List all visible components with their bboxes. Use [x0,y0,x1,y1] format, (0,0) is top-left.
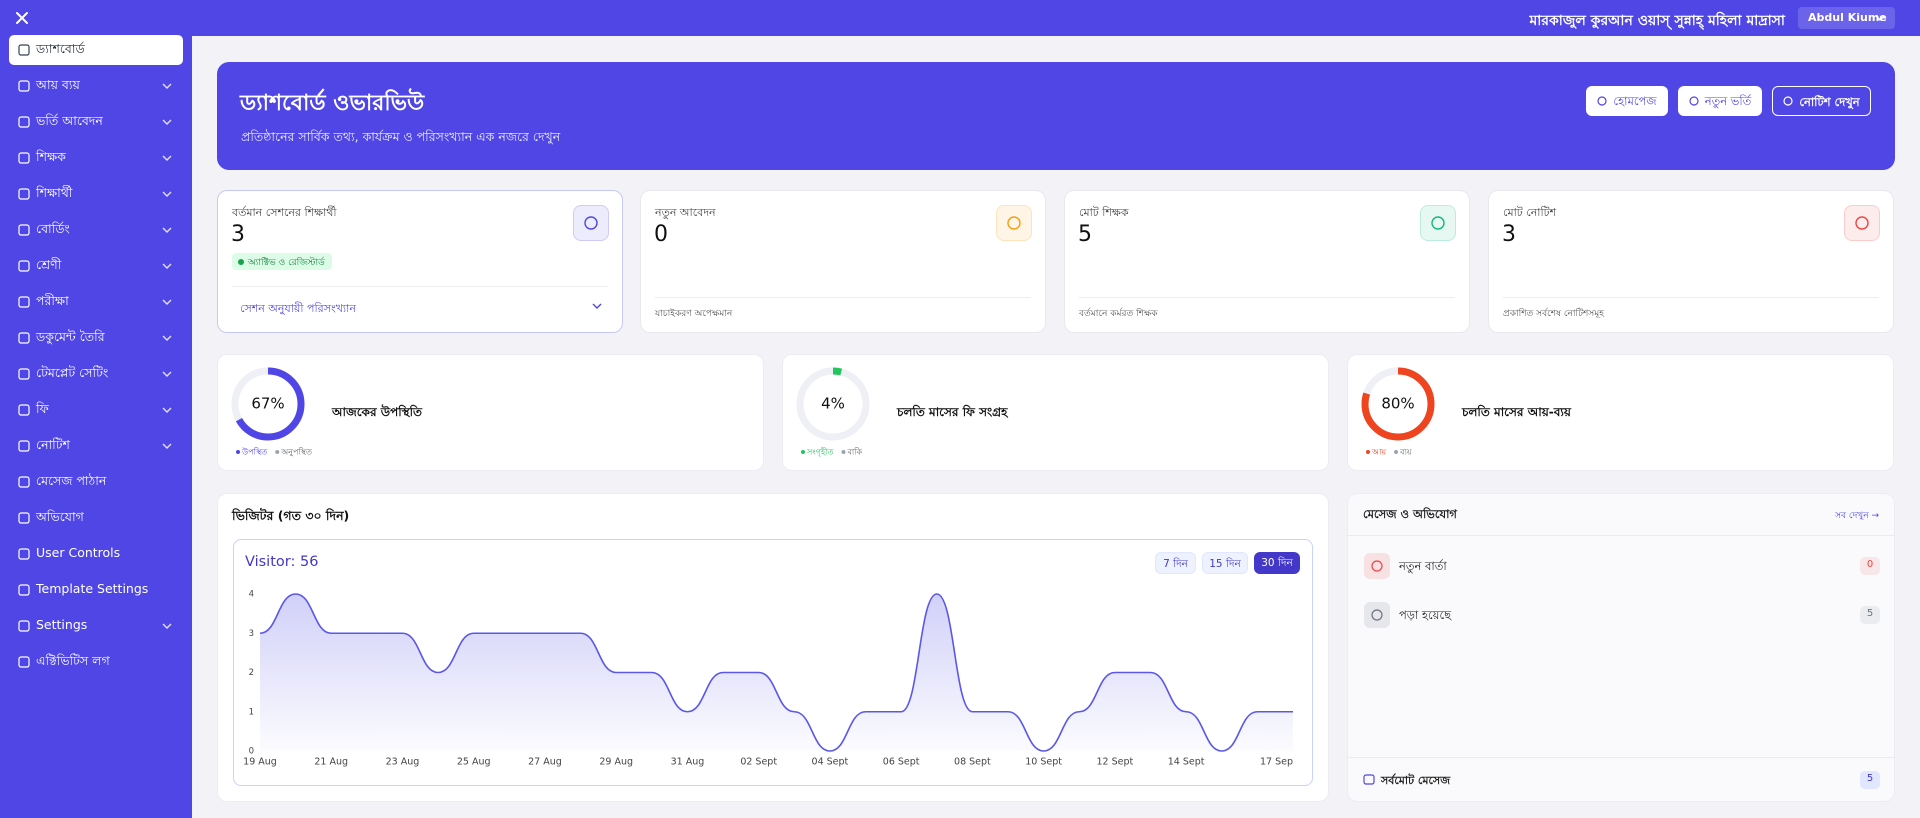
messages-link[interactable]: সব দেখুন → [1835,511,1879,521]
stat-value: 0 [654,222,668,247]
progress-card [1347,354,1894,471]
stat-badge: অ্যাক্টিভ ও রেজিস্টার্ড [232,253,332,270]
stat-separator [1079,297,1455,298]
sidebar-active-bg [9,35,183,65]
stat-icon-box [1844,205,1880,241]
banner-button[interactable]: নোটিশ দেখুন [1772,86,1871,116]
chart-title: ভিজিটর (গত ৩০ দিন) [232,508,350,523]
messages-total-count: 5 [1860,771,1880,789]
topbar [0,0,1920,36]
sidebar-item[interactable]: ফি [36,401,49,416]
progress-title: আজকের উপস্থিতি [332,405,423,419]
messages-footer-separator [1347,757,1895,758]
sidebar-item[interactable]: Settings [36,617,88,632]
sidebar-item[interactable]: টেমপ্লেট সেটিং [36,365,109,380]
messages-total-label: সর্বমোট মেসেজ [1381,774,1451,787]
stat-separator [655,297,1031,298]
institution-name: মারকাজুল কুরআন ওয়াস্ সুন্নাহ্ মহিলা মাদ… [1529,13,1785,29]
stat-card [1064,190,1470,333]
messages-card [1347,493,1895,802]
sidebar-item[interactable]: এক্টিভিটিস লগ [36,653,110,668]
stat-footer: যাচাইকরণ অপেক্ষমান [655,309,733,319]
sidebar-item[interactable]: ড্যাশবোর্ড [36,41,85,56]
sidebar-item[interactable]: শ্রেণী [36,257,62,272]
sidebar-item[interactable]: নোটিশ [36,437,70,452]
stat-icon-box [996,205,1032,241]
stat-card [1488,190,1894,333]
stat-footer: প্রকাশিত সর্বশেষ নোটিশসমূহ [1503,309,1604,319]
message-count: 5 [1860,606,1880,624]
progress-title: চলতি মাসের ফি সংগ্রহ [897,405,1008,419]
chart-subtitle: Visitor: 56 [245,554,319,570]
banner-title: ড্যাশবোর্ড ওভারভিউ [240,91,425,116]
message-label[interactable]: নতুন বার্তা [1399,559,1447,573]
user-menu[interactable]: Abdul Kiume [1798,7,1895,29]
sidebar-item[interactable]: মেসেজ পাঠান [36,473,107,488]
sidebar-item[interactable]: আয় ব্যয় [36,77,80,92]
stat-label: মোট শিক্ষক [1079,206,1129,219]
message-count: 0 [1860,557,1880,575]
banner-subtitle: প্রতিষ্ঠানের সার্বিক তথ্য, কার্যক্রম ও প… [241,129,561,144]
range-button[interactable]: 15 দিন [1202,552,1248,574]
stat-separator [232,286,608,287]
banner-button[interactable]: হোমপেজ [1586,86,1668,116]
sidebar-item[interactable]: User Controls [36,545,121,560]
stat-label: বর্তমান সেশনের শিক্ষার্থী [232,206,337,219]
message-label[interactable]: পড়া হয়েছে [1399,608,1452,622]
sidebar-item[interactable]: শিক্ষক [36,149,66,164]
banner [217,62,1895,170]
sidebar-item[interactable]: ডকুমেন্ট তৈরি [36,329,105,344]
stat-icon-box [573,205,609,241]
chart-box [233,539,1313,786]
stat-footer-link[interactable]: সেশন অনুযায়ী পরিসংখ্যান [240,302,356,315]
sidebar-item[interactable]: Template Settings [36,581,149,596]
messages-separator [1347,535,1895,536]
sidebar-item[interactable]: পরীক্ষা [36,293,69,308]
sidebar [0,36,192,818]
stat-icon-box [1420,205,1456,241]
sidebar-item[interactable]: বোর্ডিং [36,221,70,236]
banner-button[interactable]: নতুন ভর্তি [1678,86,1762,116]
stat-separator [1503,297,1879,298]
stat-value: 3 [231,222,245,247]
message-icon-box [1364,553,1390,579]
range-button[interactable]: 7 দিন [1155,552,1196,574]
progress-card [217,354,764,471]
messages-title: মেসেজ ও অভিযোগ [1363,507,1457,521]
stat-value: 5 [1078,222,1092,247]
progress-card [782,354,1329,471]
stat-card [640,190,1046,333]
sidebar-item[interactable]: অভিযোগ [36,509,84,524]
stat-footer: বর্তমানে কর্মরত শিক্ষক [1079,309,1158,319]
stat-value: 3 [1502,222,1516,247]
progress-title: চলতি মাসের আয়-ব্যয় [1462,405,1571,419]
range-button[interactable]: 30 দিন [1254,552,1300,574]
sidebar-item[interactable]: শিক্ষার্থী [36,185,73,200]
message-icon-box [1364,602,1390,628]
sidebar-item[interactable]: ভর্তি আবেদন [36,113,103,128]
stat-label: মোট নোটিশ [1503,206,1557,219]
stat-label: নতুন আবেদন [655,206,716,219]
